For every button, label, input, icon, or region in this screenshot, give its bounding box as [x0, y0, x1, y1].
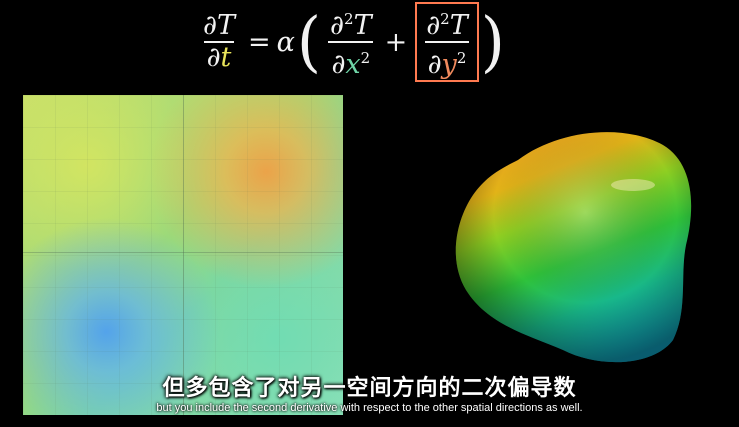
lhs-fraction: ∂T ∂t	[200, 11, 238, 73]
heatmap-horizontal-axis	[23, 251, 343, 253]
time-variable: t	[220, 42, 232, 73]
alpha-symbol: α	[276, 26, 295, 58]
y-second-derivative: ∂2T ∂y2	[423, 4, 471, 80]
lhs-numerator: ∂T	[203, 10, 235, 41]
x-term-denominator: ∂x2	[328, 41, 374, 80]
subtitle-chinese: 但多包含了对另一空间方向的二次偏导数	[162, 376, 577, 401]
partial-symbol: ∂	[206, 42, 221, 73]
y-variable: y	[441, 49, 457, 80]
plus-sign: +	[384, 26, 408, 58]
x-term-numerator: ∂2T	[327, 4, 375, 41]
partial-symbol: ∂	[426, 10, 441, 41]
blob-shading	[455, 132, 692, 363]
highlight-box: ∂2T ∂y2	[415, 2, 479, 82]
temperature-symbol: T	[449, 10, 468, 41]
y-term-numerator: ∂2T	[423, 4, 471, 41]
blob-highlight	[611, 179, 655, 191]
lhs-denominator: ∂t	[203, 41, 235, 73]
y-term-denominator: ∂y2	[424, 41, 470, 80]
exponent: 2	[440, 10, 450, 28]
exponent: 2	[344, 10, 354, 28]
partial-symbol: ∂	[330, 10, 345, 41]
exponent: 2	[360, 49, 371, 67]
temperature-symbol: T	[353, 10, 372, 41]
close-paren: )	[480, 3, 505, 80]
temperature-surface-3d	[455, 132, 692, 363]
heat-equation: ∂T ∂t = α ( ∂2T ∂x2 + ∂2T ∂y2 )	[196, 2, 507, 82]
temperature-heatmap	[23, 95, 343, 415]
open-paren: (	[296, 3, 322, 80]
x-second-derivative: ∂2T ∂x2	[327, 4, 375, 80]
heatmap-vertical-axis	[183, 95, 184, 415]
exponent: 2	[456, 49, 467, 67]
partial-symbol: ∂	[427, 49, 442, 80]
x-variable: x	[345, 49, 361, 80]
equals-sign: =	[247, 26, 271, 58]
subtitle-english: but you include the second derivative wi…	[156, 402, 583, 414]
partial-symbol: ∂	[331, 49, 346, 80]
heatmap-grid	[23, 95, 343, 415]
